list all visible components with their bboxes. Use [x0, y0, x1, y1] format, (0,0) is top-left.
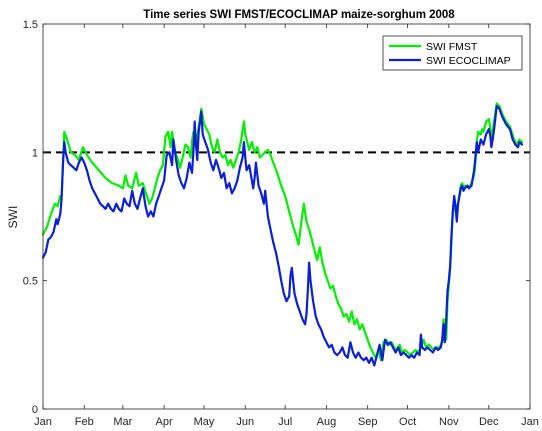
x-tick-label: Nov — [439, 416, 459, 428]
y-tick-label: 0.5 — [23, 276, 38, 288]
y-axis-label: SWI — [6, 206, 20, 229]
x-tick-label: Aug — [317, 416, 337, 428]
x-tick-label: Jan — [34, 416, 52, 428]
x-tick-label: Feb — [75, 416, 94, 428]
x-tick-label: Dec — [479, 416, 499, 428]
y-tick-label: 1.5 — [23, 19, 38, 31]
legend-box — [382, 35, 523, 71]
x-tick-label: Jun — [236, 416, 254, 428]
x-tick-label: Oct — [399, 416, 416, 428]
x-tick-label: Jul — [278, 416, 292, 428]
legend-label: SWI FMST — [426, 41, 478, 53]
x-tick-label: May — [194, 416, 215, 428]
x-tick-label: Sep — [358, 416, 378, 428]
legend-label: SWI ECOCLIMAP — [426, 55, 511, 67]
plot-area: Jan Feb Mar Apr May Jun Jul Aug Sep Oct Nov Dec Jan0… — [23, 19, 539, 428]
y-tick-label: 1 — [32, 147, 38, 159]
x-tick-label: Mar — [113, 416, 132, 428]
y-tick-label: 0 — [32, 404, 38, 416]
chart-title: Time series SWI FMST/ECOCLIMAP maize-sor… — [143, 9, 455, 21]
series-line-1 — [41, 104, 524, 367]
axes-box — [42, 23, 531, 410]
x-tick-label: Jan — [521, 416, 539, 428]
x-tick-label: Apr — [156, 416, 173, 428]
